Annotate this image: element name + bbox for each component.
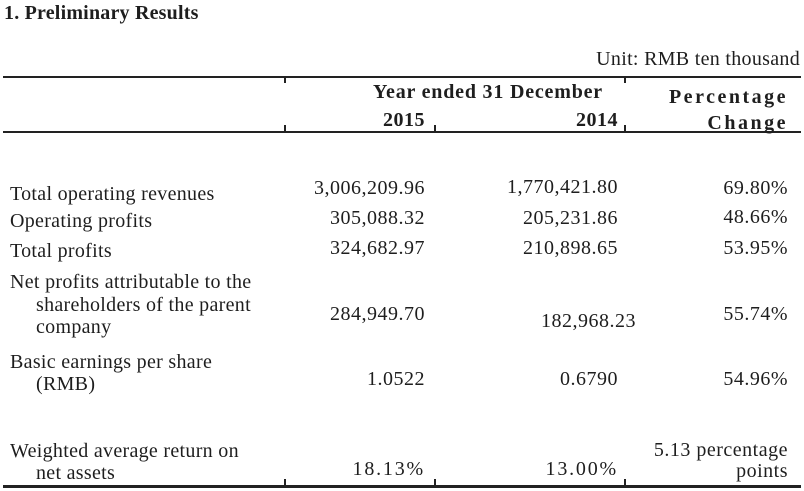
value-change: 69.80% <box>723 177 788 199</box>
value-change: 53.95% <box>723 237 788 259</box>
value-change: 48.66% <box>723 206 788 228</box>
table-header-rule <box>3 131 801 133</box>
column-tick <box>624 125 626 132</box>
unit-note: Unit: RMB ten thousand <box>596 48 800 70</box>
value-2014: 210,898.65 <box>523 237 618 259</box>
value-2014: 182,968.23 <box>541 310 636 332</box>
header-percentage-change: Percentage Change <box>668 86 788 134</box>
row-label: Total profits <box>10 240 112 262</box>
header-2014: 2014 <box>576 109 618 131</box>
column-tick <box>434 125 436 132</box>
column-tick <box>624 479 626 486</box>
table-top-rule <box>3 76 801 78</box>
column-tick <box>284 125 286 132</box>
value-2014: 0.6790 <box>560 368 618 390</box>
value-2014: 13.00% <box>545 458 618 480</box>
value-change: 54.96% <box>723 368 788 390</box>
value-2015: 3,006,209.96 <box>314 177 425 199</box>
row-label: Basic earnings per share (RMB) <box>10 351 213 395</box>
value-2015: 1.0522 <box>367 368 425 390</box>
value-change: 5.13 percentage points <box>653 439 788 482</box>
row-label: Operating profits <box>10 210 153 232</box>
section-title: 1. Preliminary Results <box>4 2 199 24</box>
column-tick <box>284 76 286 83</box>
header-year-ended: Year ended 31 December <box>373 81 603 103</box>
row-label: Net profits attributable to the sharehol… <box>10 271 252 338</box>
column-tick <box>624 76 626 83</box>
row-label: Total operating revenues <box>10 183 215 205</box>
column-tick <box>284 479 286 486</box>
value-change: 55.74% <box>723 303 788 325</box>
table-bottom-rule <box>3 485 801 488</box>
header-2015: 2015 <box>383 109 425 131</box>
value-2015: 18.13% <box>352 458 425 480</box>
value-2015: 324,682.97 <box>330 237 425 259</box>
value-2015: 284,949.70 <box>330 303 425 325</box>
value-2014: 205,231.86 <box>523 207 618 229</box>
column-tick <box>434 479 436 486</box>
row-label: Weighted average return on net assets <box>10 440 239 484</box>
value-2014: 1,770,421.80 <box>507 176 618 198</box>
value-2015: 305,088.32 <box>330 207 425 229</box>
